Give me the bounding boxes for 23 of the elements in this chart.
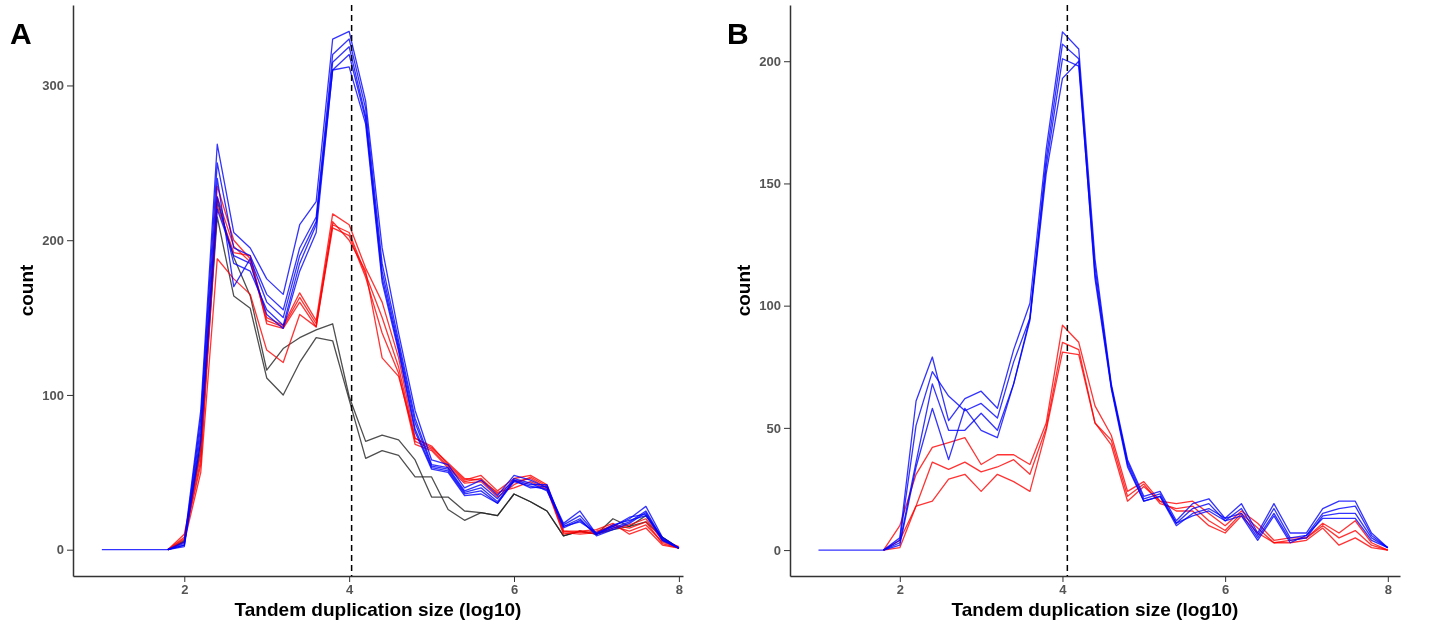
chart-title: A (10, 17, 32, 50)
x-tick-label: 4 (1059, 582, 1068, 598)
y-tick-label: 300 (42, 78, 64, 94)
y-tick-label: 50 (766, 420, 781, 436)
y-tick-label: 200 (759, 53, 781, 69)
chart-title: B (727, 17, 749, 50)
x-axis-title: Tandem duplication size (log10) (951, 599, 1239, 620)
y-tick-label: 200 (42, 232, 64, 248)
y-tick-label: 100 (42, 387, 64, 403)
x-tick-label: 8 (1384, 582, 1392, 598)
x-tick-label: 6 (1222, 582, 1230, 598)
x-tick-label: 4 (346, 582, 355, 598)
y-axis-title: count (16, 263, 37, 317)
y-tick-label: 0 (773, 542, 781, 558)
x-tick-label: 2 (181, 582, 189, 598)
x-axis-title: Tandem duplication size (log10) (234, 599, 522, 620)
y-tick-label: 150 (759, 176, 781, 192)
x-tick-label: 8 (675, 582, 683, 598)
y-tick-label: 0 (56, 542, 64, 558)
y-tick-label: 100 (759, 298, 781, 314)
y-axis-title: count (733, 263, 754, 317)
x-tick-label: 6 (510, 582, 519, 598)
x-tick-label: 2 (896, 582, 904, 598)
